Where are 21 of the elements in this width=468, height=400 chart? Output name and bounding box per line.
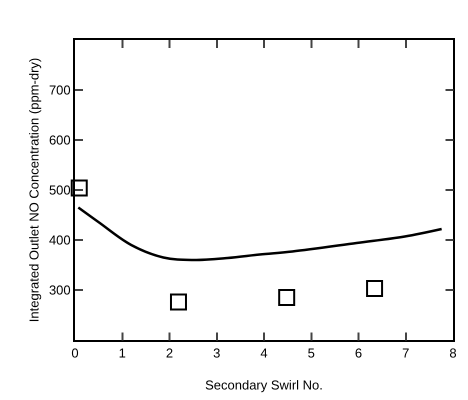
point — [170, 294, 187, 310]
y-tick-label: 700 — [48, 82, 71, 98]
y-tick-label: 600 — [48, 132, 71, 148]
x-tick-label: 3 — [213, 345, 220, 360]
point — [278, 289, 296, 306]
line-series — [77, 206, 443, 262]
y-tick-label: 400 — [48, 232, 71, 248]
y-tick-label: 300 — [48, 282, 71, 298]
point — [70, 180, 88, 196]
x-tick-label: 4 — [260, 345, 268, 360]
x-tick-label: 5 — [308, 345, 315, 360]
x-tick-label: 6 — [354, 345, 362, 360]
y-tick-label: 500 — [48, 182, 71, 198]
point — [366, 280, 384, 297]
x-tick-label: 0 — [71, 345, 79, 360]
x-tick-label: 1 — [118, 345, 126, 360]
x-tick-label: 8 — [449, 345, 457, 360]
y-axis-title: Integrated Outlet NO Concentration (ppm-dry) — [26, 58, 42, 322]
x-axis-title: Secondary Swirl No. — [205, 378, 323, 392]
x-tick-label: 2 — [166, 345, 174, 360]
x-tick-label: 7 — [402, 345, 410, 360]
